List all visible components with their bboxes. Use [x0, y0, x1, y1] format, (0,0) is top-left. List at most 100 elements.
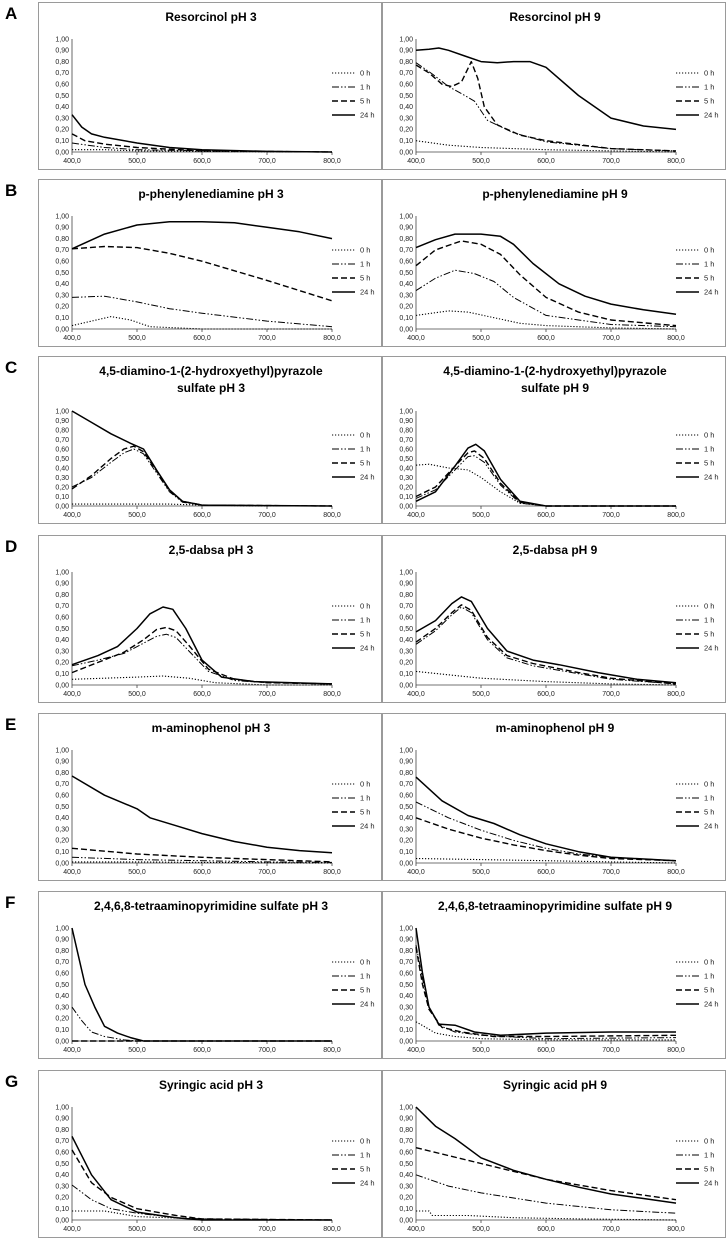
chart-title: 4,5-diamino-1-(2-hydroxyethyl)pyrazole [99, 364, 323, 378]
y-tick-label: 0,50 [55, 804, 69, 811]
y-tick-label: 0,20 [399, 127, 413, 134]
series-line-24h [415, 443, 676, 507]
y-tick-label: 0,10 [55, 671, 69, 678]
y-tick-label: 0,20 [399, 484, 413, 491]
x-tick-label: 700,0 [258, 335, 276, 342]
legend-label: 5 h [360, 808, 370, 817]
x-tick-label: 700,0 [602, 512, 620, 519]
legend-label: 1 h [360, 83, 370, 92]
row-label: D [5, 537, 18, 556]
series-line-24h [71, 220, 333, 250]
y-tick-label: 0,20 [55, 127, 69, 134]
y-tick-label: 0,50 [399, 982, 413, 989]
y-tick-label: 1,00 [399, 213, 413, 220]
series-line-1h [71, 1006, 332, 1042]
y-tick-label: 0,70 [399, 247, 413, 254]
x-tick-label: 700,0 [602, 335, 620, 342]
legend-label: 24 h [704, 822, 719, 831]
y-tick-label: 0,60 [399, 615, 413, 622]
chart-panel: 2,4,6,8-tetraaminopyrimidine sulfate pH … [38, 891, 382, 1059]
x-tick-label: 500,0 [128, 335, 146, 342]
y-tick-label: 0,00 [399, 326, 413, 333]
y-tick-label: 0,00 [55, 1038, 69, 1045]
legend-label: 24 h [360, 473, 375, 482]
legend-label: 5 h [360, 97, 370, 106]
y-tick-label: 0,30 [55, 475, 69, 482]
series-line-1h [415, 455, 676, 507]
x-tick-label: 500,0 [128, 691, 146, 698]
series-line-5h [71, 245, 333, 302]
y-tick-label: 0,10 [399, 138, 413, 145]
y-tick-label: 0,50 [55, 982, 69, 989]
series-line-0h [415, 310, 677, 330]
chart-title: p-phenylenediamine pH 9 [482, 187, 628, 201]
y-tick-label: 1,00 [55, 408, 69, 415]
series-line-1h [71, 448, 333, 507]
x-tick-label: 500,0 [128, 158, 146, 165]
y-tick-label: 0,90 [399, 759, 413, 766]
y-tick-label: 0,70 [399, 437, 413, 444]
y-tick-label: 0,20 [55, 838, 69, 845]
y-tick-label: 0,90 [55, 937, 69, 944]
x-tick-label: 700,0 [258, 691, 276, 698]
y-tick-label: 0,10 [55, 849, 69, 856]
y-tick-label: 0,00 [399, 1217, 413, 1224]
series-line-24h [415, 927, 676, 1037]
series-line-0h [72, 149, 333, 153]
legend-label: 1 h [704, 616, 714, 625]
x-tick-label: 400,0 [63, 335, 81, 342]
y-tick-label: 0,10 [55, 315, 69, 322]
y-tick-label: 0,90 [399, 581, 413, 588]
series-line-5h [415, 450, 676, 507]
series-line-1h [415, 606, 677, 685]
chart-title: m-aminophenol pH 9 [496, 721, 615, 735]
y-tick-label: 0,20 [55, 304, 69, 311]
y-tick-label: 0,80 [55, 770, 69, 777]
x-tick-label: 700,0 [258, 1226, 276, 1233]
y-tick-label: 0,00 [399, 503, 413, 510]
y-tick-label: 0,70 [399, 70, 413, 77]
series-line-24h [71, 1136, 332, 1221]
series-line-24h [71, 775, 333, 854]
chart-panel: Resorcinol pH 9 0,00 0,10 0,20 0,30 0,40 0,50 0… [382, 2, 726, 170]
y-tick-label: 0,90 [55, 759, 69, 766]
legend-label: 1 h [360, 972, 370, 981]
series-line-0h [71, 675, 332, 686]
y-tick-label: 0,30 [399, 1183, 413, 1190]
legend-label: 24 h [704, 1000, 719, 1009]
chart-title: 2,5-dabsa pH 3 [169, 543, 254, 557]
x-tick-label: 400,0 [407, 512, 425, 519]
series-line-24h [415, 596, 677, 684]
y-tick-label: 1,00 [55, 569, 69, 576]
y-tick-label: 0,80 [55, 427, 69, 434]
series-line-0h [415, 857, 677, 864]
chart-title: 4,5-diamino-1-(2-hydroxyethyl)pyrazole [443, 364, 667, 378]
chart-svg: 4,5-diamino-1-(2-hydroxyethyl)pyrazole su… [399, 364, 718, 519]
y-tick-label: 0,50 [399, 270, 413, 277]
x-tick-label: 800,0 [667, 691, 685, 698]
x-tick-label: 400,0 [63, 1047, 81, 1054]
legend-label: 0 h [704, 958, 714, 967]
x-tick-label: 400,0 [407, 1047, 425, 1054]
y-tick-label: 0,40 [399, 637, 413, 644]
y-tick-label: 0,90 [399, 418, 413, 425]
y-tick-label: 0,90 [55, 48, 69, 55]
series-line-5h [415, 817, 677, 862]
y-tick-label: 0,60 [399, 793, 413, 800]
series-line-0h [415, 670, 677, 686]
y-tick-label: 0,60 [399, 259, 413, 266]
legend-label: 1 h [360, 260, 370, 269]
x-tick-label: 600,0 [193, 691, 211, 698]
y-tick-label: 0,60 [55, 259, 69, 266]
x-tick-label: 600,0 [537, 1226, 555, 1233]
x-tick-label: 600,0 [537, 869, 555, 876]
legend-label: 24 h [360, 111, 375, 120]
chart-title: 2,4,6,8-tetraaminopyrimidine sulfate pH … [94, 899, 328, 913]
series-line-5h [71, 445, 333, 507]
x-tick-label: 600,0 [537, 691, 555, 698]
series-line-24h [71, 927, 332, 1042]
chart-svg: Resorcinol pH 9 0,00 0,10 0,20 0,30 0,40 0,50 0… [399, 10, 718, 165]
series-line-0h [416, 1210, 677, 1221]
y-tick-label: 0,30 [399, 292, 413, 299]
y-tick-label: 1,00 [55, 36, 69, 43]
